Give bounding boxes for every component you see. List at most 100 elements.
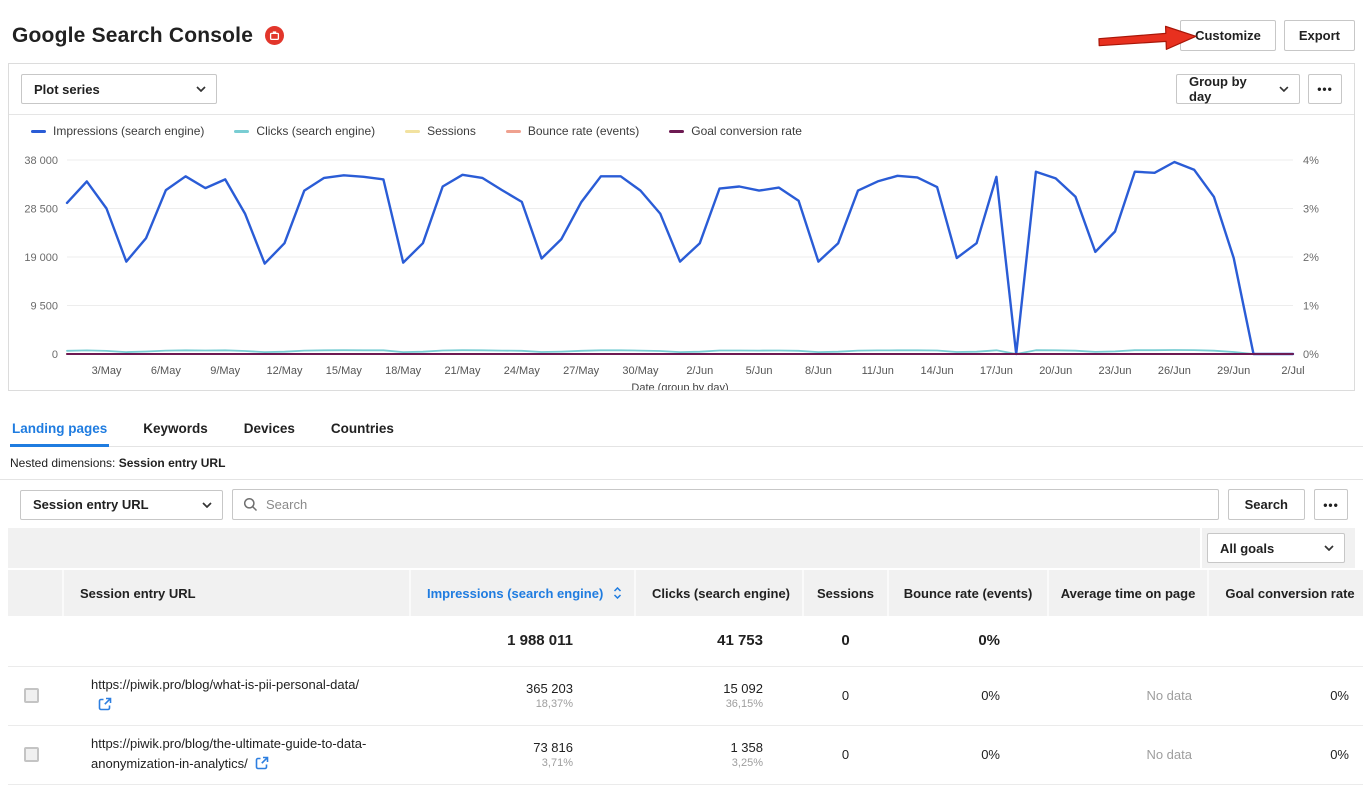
- svg-text:0: 0: [52, 349, 58, 361]
- svg-text:6/May: 6/May: [151, 365, 181, 377]
- group-by-label: Group by day: [1189, 74, 1247, 104]
- svg-text:21/May: 21/May: [444, 365, 481, 377]
- summary-bounce-rate: 0%: [888, 616, 1048, 667]
- svg-text:1%: 1%: [1303, 301, 1319, 313]
- all-goals-select[interactable]: All goals: [1207, 533, 1345, 563]
- chart-panel: Plot series Group by day ••• Impressions…: [8, 63, 1355, 391]
- legend-item[interactable]: Clicks (search engine): [234, 124, 375, 138]
- legend-item[interactable]: Bounce rate (events): [505, 124, 639, 138]
- svg-text:27/May: 27/May: [563, 365, 600, 377]
- goal-cr-cell: 0%: [1208, 666, 1363, 726]
- col-goal-conversion[interactable]: Goal conversion rate: [1207, 570, 1363, 616]
- search-button[interactable]: Search: [1227, 489, 1305, 520]
- impressions-cell: 365 203 18,37%: [410, 666, 635, 726]
- legend-label: Sessions: [427, 124, 476, 138]
- col-clicks[interactable]: Clicks (search engine): [634, 570, 803, 616]
- group-by-select[interactable]: Group by day: [1176, 74, 1300, 104]
- external-link-icon[interactable]: [255, 756, 269, 776]
- row-checkbox[interactable]: [24, 747, 39, 763]
- svg-text:12/May: 12/May: [266, 365, 303, 377]
- legend-swatch: [31, 129, 46, 133]
- dimension-select[interactable]: Session entry URL: [20, 489, 223, 520]
- col-sessions[interactable]: Sessions: [802, 570, 888, 616]
- nested-dimensions-prefix: Nested dimensions:: [10, 456, 116, 470]
- svg-text:38 000: 38 000: [24, 155, 58, 167]
- col-avg-time[interactable]: Average time on page: [1047, 570, 1208, 616]
- summary-sessions: 0: [803, 616, 888, 667]
- time-series-chart[interactable]: 0 9 500 19 000 28 500 38 000 0% 1% 2% 3% 4% 3/May 6…: [9, 138, 1354, 390]
- goals-band: All goals: [8, 528, 1355, 568]
- plot-series-select[interactable]: Plot series: [21, 74, 217, 104]
- legend-swatch: [669, 129, 685, 133]
- svg-text:23/Jun: 23/Jun: [1099, 365, 1132, 377]
- svg-text:4%: 4%: [1303, 155, 1319, 167]
- svg-text:17/Jun: 17/Jun: [980, 365, 1013, 377]
- external-link-icon[interactable]: [98, 697, 112, 717]
- page-title: Google Search Console: [12, 23, 254, 47]
- tab-countries[interactable]: Countries: [330, 421, 394, 436]
- export-button[interactable]: Export: [1283, 20, 1355, 51]
- svg-text:30/May: 30/May: [622, 365, 659, 377]
- bounce-rate-cell: 0%: [888, 725, 1048, 786]
- tab-devices[interactable]: Devices: [243, 421, 295, 436]
- legend-item[interactable]: Sessions: [405, 124, 476, 138]
- legend-swatch: [505, 129, 521, 133]
- legend-item[interactable]: Goal conversion rate: [669, 124, 802, 138]
- table-header-row: Session entry URL Impressions (search en…: [8, 570, 1363, 616]
- search-box: [232, 489, 1219, 520]
- tab-keywords[interactable]: Keywords: [143, 421, 208, 436]
- column-divider: [1200, 528, 1202, 568]
- session-entry-url: https://piwik.pro/blog/what-is-pii-perso…: [91, 676, 360, 692]
- customize-button[interactable]: Customize: [1180, 20, 1276, 51]
- report-table-area: All goals Session entry URL Impressions …: [8, 528, 1363, 786]
- avg-time-cell: No data: [1048, 666, 1208, 726]
- col-impressions[interactable]: Impressions (search engine): [409, 570, 635, 616]
- table-more-options-button[interactable]: •••: [1314, 489, 1348, 520]
- svg-text:14/Jun: 14/Jun: [921, 365, 954, 377]
- table-row: https://piwik.pro/blog/what-is-pii-perso…: [8, 666, 1363, 726]
- url-cell: https://piwik.pro/blog/what-is-pii-perso…: [63, 666, 410, 726]
- clicks-cell: 1 358 3,25%: [635, 725, 803, 786]
- tab-landing-pages[interactable]: Landing pages: [10, 417, 110, 447]
- legend-swatch: [405, 129, 421, 133]
- legend-label: Clicks (search engine): [256, 124, 376, 138]
- svg-text:3/May: 3/May: [92, 365, 122, 377]
- sort-icon: [613, 586, 621, 599]
- report-tabs: Landing pages Keywords Devices Countries: [10, 417, 1363, 447]
- sessions-cell: 0: [803, 666, 888, 726]
- dimension-select-label: Session entry URL: [33, 497, 149, 512]
- summary-clicks: 41 753: [635, 616, 803, 667]
- svg-text:19 000: 19 000: [24, 252, 58, 264]
- svg-text:9 500: 9 500: [30, 301, 58, 313]
- summary-checkbox-cell: [8, 616, 63, 667]
- bounce-rate-cell: 0%: [888, 666, 1048, 726]
- chart-more-options-button[interactable]: •••: [1308, 74, 1342, 104]
- svg-text:18/May: 18/May: [385, 365, 422, 377]
- header-actions: Customize Export: [1180, 20, 1355, 51]
- chart-legend: Impressions (search engine) Clicks (sear…: [9, 115, 1354, 138]
- chevron-down-icon: [1279, 86, 1289, 92]
- col-session-entry-url[interactable]: Session entry URL: [62, 570, 410, 616]
- svg-text:24/May: 24/May: [504, 365, 541, 377]
- svg-text:15/May: 15/May: [326, 365, 363, 377]
- svg-text:2/Jun: 2/Jun: [686, 365, 713, 377]
- landing-pages-table: Session entry URL Impressions (search en…: [8, 570, 1363, 786]
- summary-row: 1 988 011 41 753 0 0%: [8, 616, 1363, 667]
- col-impressions-label: Impressions (search engine): [427, 585, 604, 601]
- summary-avg-time: [1048, 616, 1208, 667]
- url-cell: https://piwik.pro/blog/the-ultimate-guid…: [63, 725, 410, 786]
- avg-time-cell: No data: [1048, 725, 1208, 786]
- report-alert-icon: [265, 26, 285, 45]
- chevron-down-icon: [202, 501, 212, 508]
- col-bounce-rate[interactable]: Bounce rate (events): [887, 570, 1048, 616]
- legend-item[interactable]: Impressions (search engine): [31, 124, 204, 138]
- legend-label: Goal conversion rate: [691, 124, 802, 138]
- search-input[interactable]: [266, 497, 1210, 512]
- row-checkbox[interactable]: [24, 688, 39, 704]
- nested-dimensions-value: Session entry URL: [118, 456, 226, 470]
- svg-text:11/Jun: 11/Jun: [862, 365, 894, 377]
- chevron-down-icon: [196, 86, 206, 92]
- checkbox-cell: [8, 725, 63, 786]
- select-all-header-cell: [8, 570, 63, 616]
- svg-text:20/Jun: 20/Jun: [1039, 365, 1072, 377]
